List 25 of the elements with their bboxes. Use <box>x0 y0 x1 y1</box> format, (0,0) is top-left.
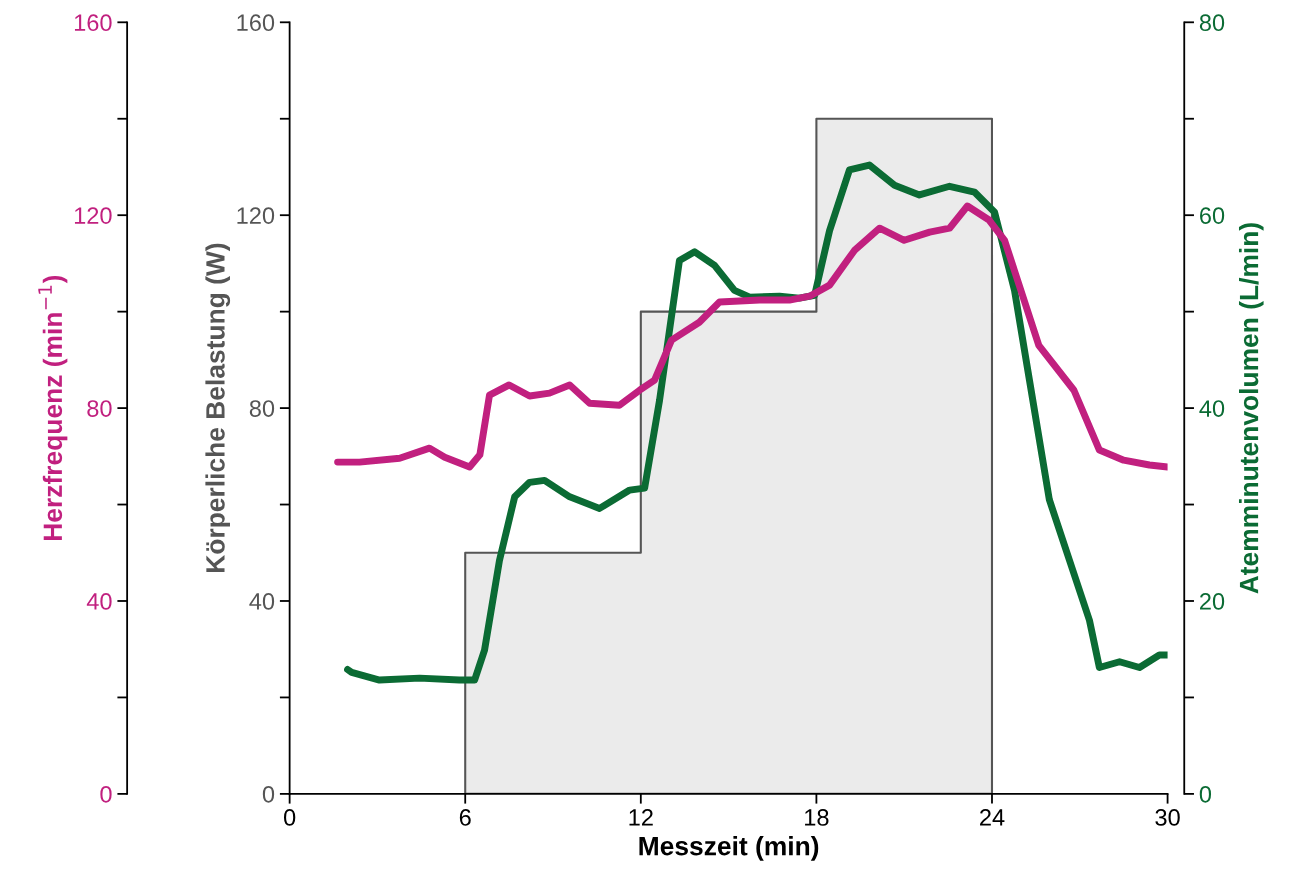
y2-tick-label: 60 <box>1200 207 1225 224</box>
y-tick-label: 0 <box>262 785 275 803</box>
y-tick-label: 120 <box>237 207 275 224</box>
x-tick-label: 12 <box>629 809 653 826</box>
y2-tick-label: 20 <box>1200 593 1225 610</box>
y3-tick-label: 0 <box>100 785 112 803</box>
y-tick-label: 80 <box>249 400 275 417</box>
y2-tick-label: 0 <box>1199 785 1212 803</box>
y-tick-label: 160 <box>237 14 275 32</box>
x-tick-label: 0 <box>283 809 296 826</box>
y3-axis-title: Herzfrequenz (min$^{−1}$) <box>38 275 68 540</box>
y2-tick-label: 80 <box>1199 14 1225 32</box>
y3-tick-label: 40 <box>86 593 112 610</box>
y3-tick-label: 120 <box>74 207 112 224</box>
x-tick-label: 18 <box>805 809 829 826</box>
y2-axis-title: Atemminutenvolumen (L/min) <box>1238 223 1264 594</box>
x-axis-title: Messzeit (min) <box>639 836 819 861</box>
x-tick-label: 6 <box>459 809 471 826</box>
y-tick-label: 40 <box>249 593 275 610</box>
y3-tick-label: 80 <box>87 400 112 417</box>
x-tick-label: 24 <box>980 809 1005 826</box>
x-tick-label: 30 <box>1155 809 1180 826</box>
y-axis-title: Körperliche Belastung (W) <box>205 243 231 572</box>
y2-tick-label: 40 <box>1199 400 1225 417</box>
y3-tick-label: 160 <box>74 14 112 32</box>
